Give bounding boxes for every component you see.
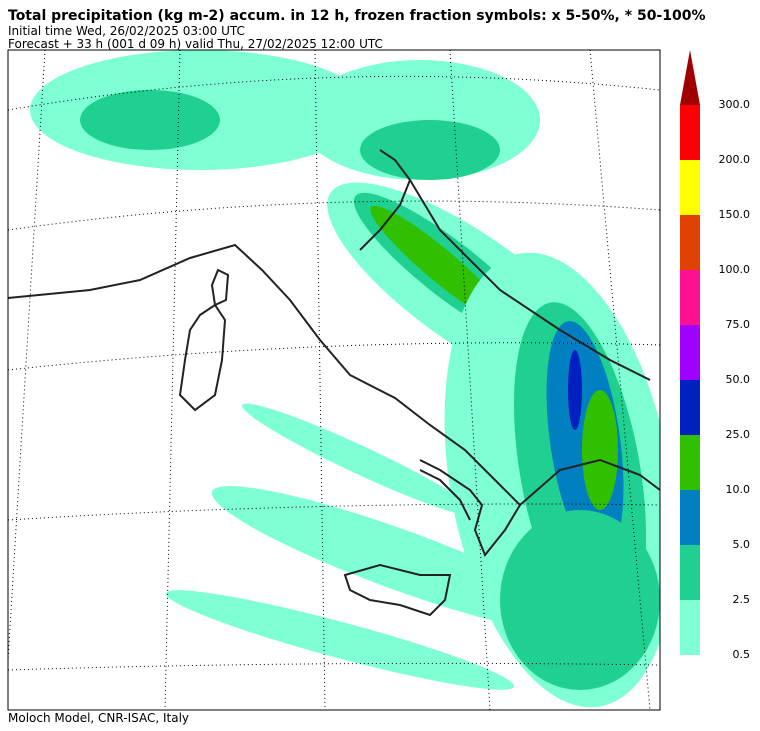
colorbar-band bbox=[680, 490, 700, 545]
colorbar-band bbox=[680, 215, 700, 270]
colorbar-label: 100.0 bbox=[719, 263, 751, 276]
colorbar-arrow bbox=[680, 50, 700, 105]
graticule bbox=[8, 50, 660, 710]
colorbar-label: 150.0 bbox=[719, 208, 751, 221]
colorbar-band bbox=[680, 270, 700, 325]
map-area bbox=[8, 50, 660, 710]
colorbar-band bbox=[680, 160, 700, 215]
coastlines bbox=[8, 149, 660, 617]
colorbar-label: 25.0 bbox=[726, 428, 751, 441]
colorbar-label: 2.5 bbox=[733, 593, 751, 606]
colorbar-band bbox=[680, 325, 700, 380]
colorbar-label: 300.0 bbox=[719, 98, 751, 111]
colorbar-label: 50.0 bbox=[726, 373, 751, 386]
colorbar-label: 5.0 bbox=[733, 538, 751, 551]
colorbar-label: 200.0 bbox=[719, 153, 751, 166]
colorbar-band bbox=[680, 435, 700, 490]
colorbar-label: 75.0 bbox=[726, 318, 751, 331]
title: Total precipitation (kg m-2) accum. in 1… bbox=[8, 8, 706, 24]
colorbar-band bbox=[680, 600, 700, 655]
colorbar-band bbox=[680, 545, 700, 600]
forecast-time: Forecast + 33 h (001 d 09 h) valid Thu, … bbox=[8, 37, 383, 51]
precip-fields bbox=[30, 50, 660, 708]
colorbar-band bbox=[680, 105, 700, 160]
map-frame bbox=[7, 49, 661, 711]
colorbar-label: 0.5 bbox=[733, 648, 751, 661]
colorbar-label: 10.0 bbox=[726, 483, 751, 496]
footer: Moloch Model, CNR-ISAC, Italy bbox=[8, 711, 190, 725]
colorbar: 0.5 2.5 5.0 10.0 25.0 50.0 75.0 100.0 150.0 200.0… bbox=[680, 50, 750, 661]
initial-time: Initial time Wed, 26/02/2025 03:00 UTC bbox=[8, 24, 245, 38]
colorbar-band bbox=[680, 380, 700, 435]
